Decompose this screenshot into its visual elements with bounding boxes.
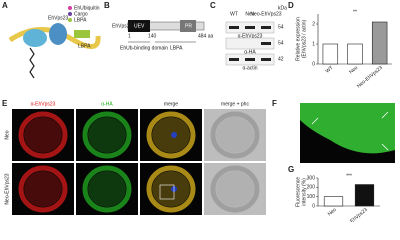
- uev-domain: [128, 20, 150, 32]
- panel-label: G: [288, 165, 294, 174]
- y-axis-label: Relative expression: [295, 17, 301, 61]
- legend-swatch: [68, 6, 72, 10]
- cell: [82, 165, 132, 213]
- figure: A B C DE FGEhVps23LBPAEhUbiquitinCargoLBPAEh…: [2, 1, 395, 222]
- x-tick-label: Neo: [348, 65, 359, 76]
- column-header: merge + phc: [221, 101, 249, 107]
- y-tick-label: 2: [312, 21, 315, 27]
- cell: [210, 165, 260, 213]
- antibody-label: α-EhVps23: [238, 33, 263, 39]
- domain-label: UEV: [134, 23, 145, 29]
- protein-shape: [23, 29, 47, 47]
- arrow: [311, 117, 319, 125]
- y-axis-label: Fluorescence: [295, 177, 301, 207]
- domain-label: PR: [185, 23, 192, 29]
- position-label: 1: [128, 33, 131, 39]
- cell-interior: [88, 117, 126, 153]
- arrow: [381, 143, 389, 151]
- cell-interior: [216, 171, 254, 207]
- legend-label: LBPA: [74, 17, 87, 23]
- protein-shape: [49, 23, 67, 45]
- cell: [82, 111, 132, 159]
- panel-label: F: [272, 99, 277, 108]
- cell: [18, 111, 68, 159]
- row-label: Neo-EhVps23: [4, 173, 10, 204]
- zoom-box: [159, 184, 175, 200]
- panel-label: D: [288, 1, 294, 10]
- cell-interior: [216, 117, 254, 153]
- y-tick-label: 200: [307, 185, 316, 191]
- band: [245, 26, 255, 29]
- y-tick-label: 0: [312, 61, 315, 67]
- size-label: 54: [278, 40, 284, 46]
- band: [229, 26, 239, 29]
- antibody-label: α-actin: [242, 65, 257, 71]
- cell-interior: [88, 171, 126, 207]
- lipid-label: LBPA: [78, 43, 91, 49]
- blot-strip: [225, 37, 275, 50]
- bar: [323, 196, 344, 207]
- column-header: α-EhVps23: [31, 101, 56, 107]
- y-tick-label: 100: [307, 194, 316, 200]
- note: EhUb-binding domain: [120, 45, 168, 51]
- y-axis-label: (EhVps23 / actin): [301, 19, 307, 58]
- membrane-signal: [300, 103, 395, 154]
- size-label: 42: [278, 56, 284, 62]
- legend-label: EhUbiquitin: [74, 5, 100, 11]
- y-tick-label: 0: [312, 203, 315, 209]
- legend-swatch: [68, 18, 72, 22]
- panel-label: A: [2, 1, 8, 10]
- size-label: 54: [278, 24, 284, 30]
- panel-label: B: [104, 1, 110, 10]
- antibody-label: α-HA: [244, 49, 256, 55]
- protein-label: EhVps23: [48, 15, 69, 21]
- cell: [146, 165, 196, 213]
- position-label: 484 aa: [198, 33, 214, 39]
- lbpa-shape: [74, 30, 90, 38]
- lane-label: Neo: [245, 11, 254, 17]
- region-label: LBPA: [170, 45, 183, 51]
- lane-label: WT: [230, 11, 238, 17]
- band: [261, 58, 271, 61]
- position-label: 140: [148, 33, 157, 39]
- nucleus: [171, 132, 177, 138]
- y-tick-label: 1: [312, 41, 315, 47]
- panel-label: E: [2, 99, 8, 108]
- legend-swatch: [68, 12, 72, 16]
- band: [261, 42, 271, 45]
- lane-label: Neo-EhVps23: [250, 11, 281, 17]
- column-header: α-HA: [101, 101, 113, 107]
- bar: [322, 43, 339, 65]
- cell: [210, 111, 260, 159]
- bar: [347, 43, 363, 65]
- cell-interior: [24, 171, 62, 207]
- bar: [371, 21, 388, 65]
- x-tick-label: Neo-EhVps23: [356, 65, 384, 90]
- band: [261, 26, 271, 29]
- y-tick-label: 300: [307, 175, 316, 181]
- row-label: Neo: [4, 130, 10, 139]
- x-tick-label: Neo: [327, 207, 338, 218]
- panel-label: C: [210, 1, 216, 10]
- x-tick-label: WT: [325, 65, 335, 75]
- protein-name: EhVps23: [112, 23, 133, 29]
- y-axis-label: intensity (%): [301, 178, 307, 206]
- cell-interior: [24, 117, 62, 153]
- x-tick-label: Neo-EhVps23: [341, 207, 369, 222]
- ubiquitin-chain: [29, 47, 35, 79]
- significance: **: [353, 9, 357, 15]
- legend-label: Cargo: [74, 11, 88, 17]
- column-header: merge: [164, 101, 178, 107]
- cell: [146, 111, 196, 159]
- significance: ***: [346, 173, 352, 179]
- band: [245, 58, 255, 61]
- arrow: [381, 111, 389, 119]
- band: [229, 58, 239, 61]
- bar: [354, 184, 375, 207]
- unit-label: kDa: [278, 5, 287, 11]
- pr-domain: [180, 20, 196, 32]
- cell: [18, 165, 68, 213]
